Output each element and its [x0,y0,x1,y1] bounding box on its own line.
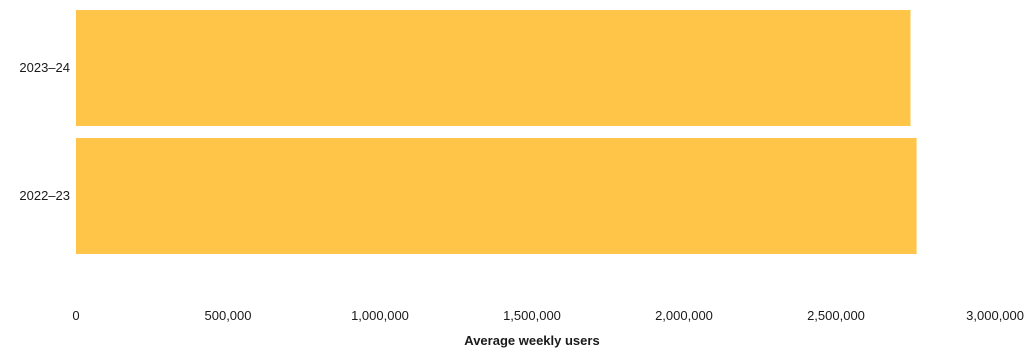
x-tick-label: 500,000 [205,308,252,323]
bars-group [76,10,917,254]
x-axis-title: Average weekly users [464,333,599,348]
bar-2022–23 [76,138,917,254]
x-tick-labels: 0 500,000 1,000,000 1,500,000 2,000,000 2,500… [72,308,1024,323]
x-tick-label: 2,000,000 [655,308,713,323]
x-tick-label: 2,500,000 [807,308,865,323]
x-tick-label: 0 [72,308,79,323]
bar-2023–24 [76,10,911,126]
category-label: 2023–24 [19,60,70,75]
x-tick-label: 1,500,000 [503,308,561,323]
x-tick-label: 3,000,000 [966,308,1024,323]
category-labels: 2023–24 2022–23 [19,60,70,203]
x-tick-label: 1,000,000 [351,308,409,323]
category-label: 2022–23 [19,188,70,203]
